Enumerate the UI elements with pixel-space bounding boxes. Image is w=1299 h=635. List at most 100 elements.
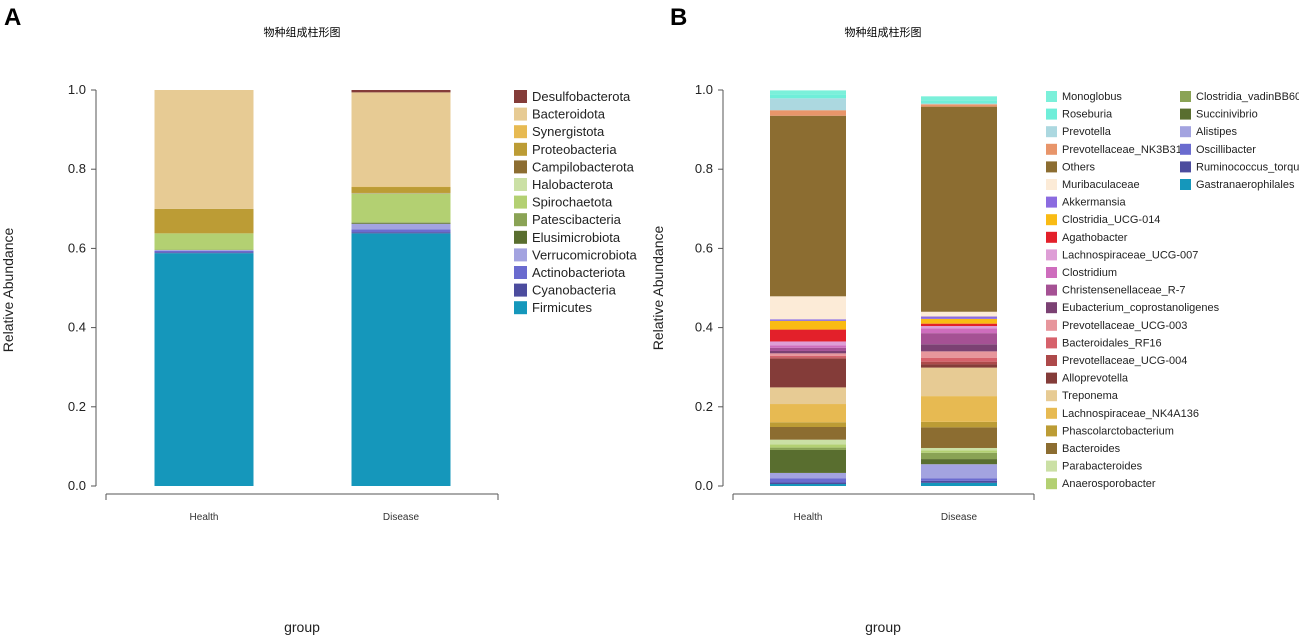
bar-segment (921, 103, 997, 105)
legend-swatch (1046, 355, 1057, 366)
legend-swatch (1046, 302, 1057, 314)
legend-label: Roseburia (1062, 109, 1113, 121)
bar-segment (770, 404, 846, 423)
y-tick-label: 0.4 (695, 320, 713, 335)
y-tick-label: 0.6 (68, 240, 86, 255)
y-tick-label: 0.6 (695, 240, 713, 255)
bar-segment (351, 92, 451, 187)
bar-segment (351, 229, 451, 233)
legend-label: Prevotellaceae_UCG-004 (1062, 355, 1187, 367)
legend-swatch (514, 160, 527, 174)
legend-label: Others (1062, 161, 1096, 173)
y-tick-label: 1.0 (68, 82, 86, 97)
y-tick-label: 0.2 (68, 399, 86, 414)
bar-segment (154, 249, 254, 251)
legend-label: Agathobacter (1062, 232, 1128, 244)
bar-segment (770, 329, 846, 342)
bar-segment (921, 333, 997, 345)
legend-label: Spirochaetota (532, 195, 613, 210)
legend-label: Desulfobacterota (532, 89, 631, 104)
panel-b: B 物种组成柱形图 Relative Abundance group 0.00.… (650, 4, 1299, 635)
legend-swatch (514, 107, 527, 121)
legend-swatch (514, 90, 527, 103)
legend-label: Treponema (1062, 390, 1119, 402)
panel-a: A 物种组成柱形图 Relative Abundance group 0.00.… (0, 4, 638, 635)
legend-swatch (1046, 143, 1057, 155)
bar-segment (770, 444, 846, 448)
chart-title: 物种组成柱形图 (264, 25, 341, 39)
y-tick-label: 0.2 (695, 399, 713, 414)
legend-swatch (1046, 126, 1057, 138)
legend-label: Bacteroidales_RF16 (1062, 337, 1162, 349)
y-axis-label: Relative Abundance (650, 226, 666, 351)
bar-segment (921, 318, 997, 324)
bar-segment (770, 426, 846, 440)
bar-segment (921, 344, 997, 352)
bar-segment (770, 345, 846, 348)
legend-label: Succinivibrio (1196, 109, 1258, 121)
legend-swatch (1046, 196, 1057, 208)
legend-label: Cyanobacteria (532, 283, 617, 298)
legend-swatch (1180, 143, 1191, 155)
bar-segment (770, 347, 846, 351)
legend-swatch (1046, 267, 1057, 278)
legend-label: Clostridium (1062, 267, 1117, 279)
legend-label: Alloprevotella (1062, 373, 1129, 385)
bar-segment (770, 482, 846, 485)
legend-swatch (1180, 179, 1191, 190)
legend-label: Ruminococcus_torques (1196, 161, 1299, 173)
legend-swatch (1046, 108, 1057, 120)
bar-segment (921, 364, 997, 368)
legend-swatch (1180, 91, 1191, 102)
legend-label: Akkermansia (1062, 197, 1126, 209)
legend: Desulfobacterota Bacteroidota Synergistota… (514, 89, 638, 315)
bar-segment (351, 233, 451, 486)
legend-label: Bacteroides (1062, 443, 1121, 455)
legend-swatch (1046, 443, 1057, 454)
bar-segment (154, 253, 254, 486)
panel-label: A (4, 4, 21, 31)
legend-swatch (1046, 407, 1057, 419)
x-tick-label: Disease (941, 512, 978, 523)
bar-segment (921, 326, 997, 329)
legend-label: Monoglobus (1062, 91, 1122, 103)
bar-segment (921, 104, 997, 107)
bar-segment (154, 208, 254, 234)
axes: 0.0 0.2 0.4 0.6 0.8 1.0 Health Disease (68, 82, 499, 523)
legend-swatch (1046, 231, 1057, 243)
bar-segment (770, 447, 846, 450)
bar-segment (921, 351, 997, 358)
bar-segment (770, 320, 846, 330)
y-tick-label: 0.8 (68, 161, 86, 176)
legend-swatch (514, 283, 527, 297)
bar-segment (770, 355, 846, 358)
legend-swatch (514, 230, 527, 244)
legend-swatch (1046, 337, 1057, 349)
bar-segment (351, 193, 451, 223)
bar-segment (921, 464, 997, 479)
bar-segment (921, 100, 997, 104)
legend-label: Firmicutes (532, 300, 592, 315)
bar-segment (770, 357, 846, 359)
bar-segment (154, 90, 254, 209)
legend-label: Prevotellaceae_UCG-003 (1062, 320, 1187, 332)
bar-segment (770, 484, 846, 486)
bar-segment (921, 480, 997, 483)
legend-swatch (514, 266, 527, 279)
legend-label: Verrucomicrobiota (532, 247, 638, 262)
y-tick-label: 0.4 (68, 320, 86, 335)
bars (154, 90, 451, 486)
bar-segment (921, 450, 997, 453)
legend-label: Bacteroidota (532, 107, 606, 122)
legend-label: Phascolarctobacterium (1062, 425, 1174, 437)
legend-swatch (1046, 284, 1057, 296)
legend-swatch (1046, 460, 1057, 472)
legend-swatch (1180, 161, 1191, 173)
axes: 0.0 0.2 0.4 0.6 0.8 1.0 Health Disease (695, 82, 1035, 523)
bar-segment (921, 357, 997, 362)
bar-segment (770, 115, 846, 297)
legend-swatch (514, 125, 527, 139)
bar-segment (770, 449, 846, 473)
bar-segment (921, 106, 997, 312)
legend-swatch (1046, 425, 1057, 437)
